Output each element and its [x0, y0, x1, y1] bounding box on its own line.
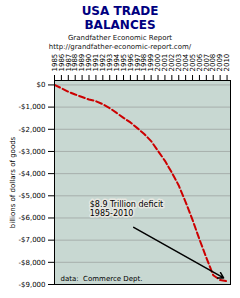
svg-text:2002: 2002	[168, 53, 177, 72]
svg-text:2000: 2000	[154, 53, 163, 72]
svg-text:-$3,000: -$3,000	[18, 148, 45, 156]
html-text:USA TRADE: USA TRADE	[81, 4, 159, 18]
svg-text:1995: 1995	[119, 53, 128, 72]
svg-text:-$9,000: -$9,000	[18, 281, 45, 289]
svg-text:1993: 1993	[106, 53, 114, 72]
svg-text:1985: 1985	[50, 53, 59, 72]
svg-text:2005: 2005	[188, 53, 197, 72]
svg-text:2010: 2010	[223, 54, 231, 72]
svg-text:$0: $0	[37, 81, 46, 89]
svg-text:$8.9 Trillion deficit1985-2010: $8.9 Trillion deficit1985-2010	[90, 200, 164, 218]
svg-text:1994: 1994	[112, 53, 121, 72]
svg-text:2007: 2007	[202, 53, 211, 72]
svg-text:1999: 1999	[147, 53, 156, 72]
svg-text:2004: 2004	[181, 53, 190, 72]
svg-text:2003: 2003	[175, 53, 183, 72]
svg-text:2001: 2001	[161, 53, 170, 72]
svg-text:1987: 1987	[64, 53, 73, 72]
svg-text:-$2,000: -$2,000	[18, 126, 45, 134]
svg-text:1988: 1988	[71, 53, 80, 72]
svg-text:-$6,000: -$6,000	[18, 214, 45, 222]
svg-text:1991: 1991	[92, 53, 101, 72]
svg-text:2006: 2006	[195, 53, 204, 72]
svg-text:1992: 1992	[99, 53, 108, 72]
svg-text:data: Commerce Dept.: data: Commerce Dept.	[61, 275, 143, 283]
html-text:BALANCES: BALANCES	[84, 18, 156, 32]
svg-text:2008: 2008	[209, 53, 218, 72]
svg-text:1996: 1996	[126, 53, 135, 72]
svg-text:-$7,000: -$7,000	[18, 236, 45, 244]
svg-text:1990: 1990	[85, 53, 94, 72]
svg-text:-$4,000: -$4,000	[18, 170, 45, 178]
svg-text:billions of dollars of goods: billions of dollars of goods	[9, 136, 17, 228]
svg-text:1986: 1986	[57, 53, 66, 72]
svg-text:1989: 1989	[78, 53, 87, 72]
svg-text:1997: 1997	[133, 53, 142, 72]
svg-text:-$5,000: -$5,000	[18, 192, 45, 200]
svg-text:2009: 2009	[216, 53, 225, 72]
svg-text:1998: 1998	[140, 53, 149, 72]
svg-text:-$1,000: -$1,000	[18, 103, 45, 111]
html-text:http://grandfather-economic-re: http://grandfather-economic-report.com/	[48, 43, 192, 51]
svg-text:-$8,000: -$8,000	[18, 259, 45, 267]
html-text:Grandfather Economic Report: Grandfather Economic Report	[67, 34, 173, 42]
